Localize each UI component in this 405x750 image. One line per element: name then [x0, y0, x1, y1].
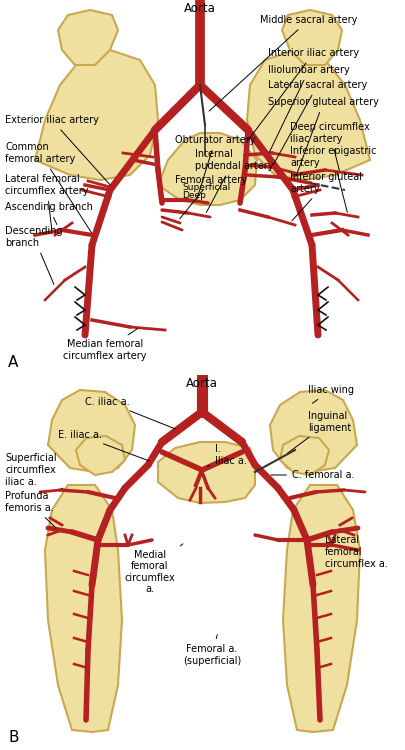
- Text: Superior gluteal artery: Superior gluteal artery: [268, 97, 379, 176]
- Text: Aorta: Aorta: [184, 2, 216, 15]
- Text: C. iliac a.: C. iliac a.: [85, 397, 175, 429]
- Polygon shape: [58, 10, 118, 65]
- Polygon shape: [247, 50, 370, 180]
- Polygon shape: [158, 442, 255, 503]
- Text: Profunda
femoris a.: Profunda femoris a.: [5, 491, 56, 528]
- Text: Deep circumflex
iliac artery: Deep circumflex iliac artery: [290, 122, 370, 170]
- Text: Superficial: Superficial: [182, 182, 230, 191]
- Text: Inguinal
ligament: Inguinal ligament: [287, 411, 351, 453]
- Text: Middle sacral artery: Middle sacral artery: [209, 15, 357, 111]
- Text: Iliolumbar artery: Iliolumbar artery: [268, 65, 350, 152]
- Text: Common
femoral artery: Common femoral artery: [5, 142, 92, 232]
- Polygon shape: [158, 133, 257, 205]
- Text: Internal
pudendal artery: Internal pudendal artery: [195, 149, 273, 212]
- Polygon shape: [282, 10, 342, 65]
- Text: Superficial
circumflex
iliac a.: Superficial circumflex iliac a.: [5, 454, 63, 488]
- Text: Inferior gluteal
artery: Inferior gluteal artery: [290, 172, 362, 221]
- Text: Interior iliac artery: Interior iliac artery: [248, 48, 359, 141]
- Polygon shape: [35, 50, 158, 180]
- Text: Inferior epigastric
artery: Inferior epigastric artery: [290, 146, 377, 212]
- Text: Medial
femoral
circumflex
a.: Medial femoral circumflex a.: [125, 544, 183, 595]
- Text: Descending
branch: Descending branch: [5, 226, 63, 284]
- Text: Exterior iliac artery: Exterior iliac artery: [5, 115, 110, 185]
- Text: A: A: [8, 355, 18, 370]
- Polygon shape: [48, 390, 135, 472]
- Text: Deep: Deep: [182, 190, 206, 200]
- Text: Lateral sacral artery: Lateral sacral artery: [268, 80, 367, 164]
- Text: Lateral
femoral
circumflex a.: Lateral femoral circumflex a.: [325, 536, 388, 568]
- Text: Median femoral
circumflex artery: Median femoral circumflex artery: [63, 328, 147, 361]
- Text: Obturator artery: Obturator artery: [175, 135, 256, 200]
- Polygon shape: [270, 390, 357, 472]
- Polygon shape: [45, 485, 122, 732]
- Text: I.
Iliac a.: I. Iliac a.: [207, 444, 247, 466]
- Text: Ascending branch: Ascending branch: [5, 202, 93, 224]
- Polygon shape: [76, 436, 125, 475]
- Text: Iliac wing: Iliac wing: [308, 385, 354, 404]
- Text: Aorta: Aorta: [186, 377, 218, 390]
- Polygon shape: [283, 485, 360, 732]
- Text: Femoral artery: Femoral artery: [175, 175, 247, 219]
- Text: Femoral a.
(superficial): Femoral a. (superficial): [183, 634, 241, 666]
- Text: E. iliac a.: E. iliac a.: [58, 430, 149, 461]
- Text: B: B: [8, 730, 19, 745]
- Text: Lateral femoral
circumflex artery: Lateral femoral circumflex artery: [5, 174, 89, 230]
- Polygon shape: [280, 436, 329, 475]
- Text: C. femoral a.: C. femoral a.: [271, 470, 354, 480]
